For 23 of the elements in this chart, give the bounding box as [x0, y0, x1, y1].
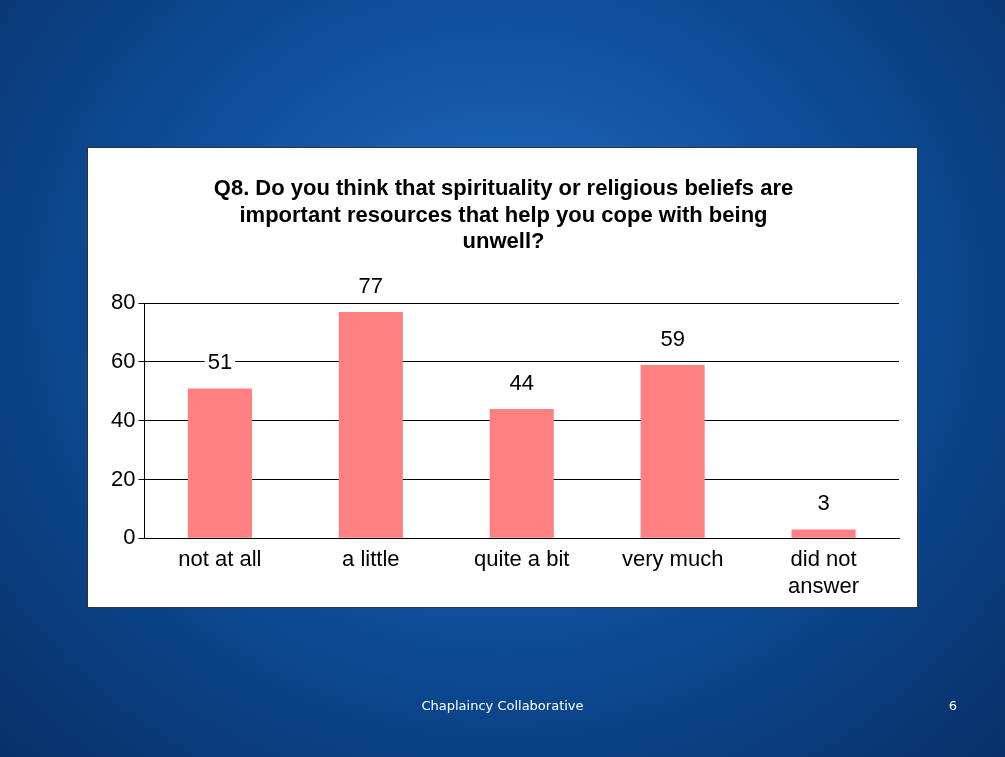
text: Chaplaincy Collaborative: [421, 698, 584, 713]
text: 6: [948, 698, 957, 713]
data-label: 3: [817, 490, 830, 516]
bar: [187, 388, 252, 538]
bar: [489, 408, 554, 538]
x-tick-label: a little: [342, 546, 400, 572]
data-label: 59: [660, 325, 685, 351]
x-tick-label: very much: [621, 546, 724, 572]
bar: [338, 312, 403, 538]
chart-title: Q8. Do you think that spirituality or religious beliefs are important resources that help you cope with being unwell?: [213, 175, 794, 254]
bar: [791, 529, 856, 538]
data-label: 77: [358, 273, 384, 299]
x-tick-label: not at all: [178, 546, 262, 572]
data-label: 51: [207, 349, 233, 375]
y-tick-label: 60: [110, 348, 136, 374]
data-label: 44: [509, 370, 534, 396]
y-tick-label: 80: [110, 289, 136, 315]
x-tick-label: did not answer: [788, 546, 860, 598]
y-tick-label: 0: [123, 524, 136, 550]
y-tick-label: 40: [110, 406, 136, 432]
bar: [640, 364, 705, 538]
x-tick-label: quite a bit: [474, 546, 570, 572]
y-tick-label: 20: [110, 465, 136, 491]
